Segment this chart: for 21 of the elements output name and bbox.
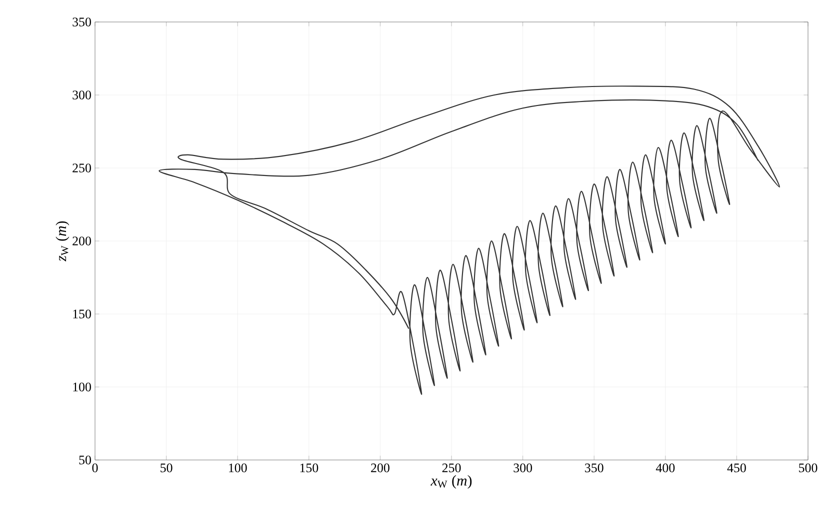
x-tick-label: 100 bbox=[229, 464, 247, 472]
y-tick-label: 300 bbox=[72, 90, 91, 100]
x-tick-label: 50 bbox=[160, 464, 172, 472]
y-tick-label: 100 bbox=[73, 382, 91, 392]
y-tick-label: 200 bbox=[72, 236, 91, 246]
x-tick-label: 500 bbox=[799, 464, 818, 472]
line-series bbox=[158, 86, 780, 395]
x-tick-label: 450 bbox=[727, 464, 746, 472]
y-tick-label: 50 bbox=[79, 456, 91, 464]
y-tick-label: 250 bbox=[72, 164, 91, 172]
x-axis-title: x$_{W}$ (m) bbox=[430, 475, 472, 489]
y-tick-label: 350 bbox=[72, 18, 91, 26]
x-tick-label: 250 bbox=[442, 464, 461, 472]
y-tick-label: 150 bbox=[73, 310, 91, 318]
y-axis-title: z$_{W}$ (m) bbox=[56, 221, 70, 262]
x-tick-label: 350 bbox=[585, 464, 604, 472]
x-tick-label: 200 bbox=[371, 464, 390, 472]
x-tick-label: 400 bbox=[656, 464, 675, 472]
x-tick-label: 0 bbox=[92, 464, 98, 472]
x-tick-label: 150 bbox=[300, 464, 318, 472]
x-tick-label: 300 bbox=[514, 464, 532, 472]
